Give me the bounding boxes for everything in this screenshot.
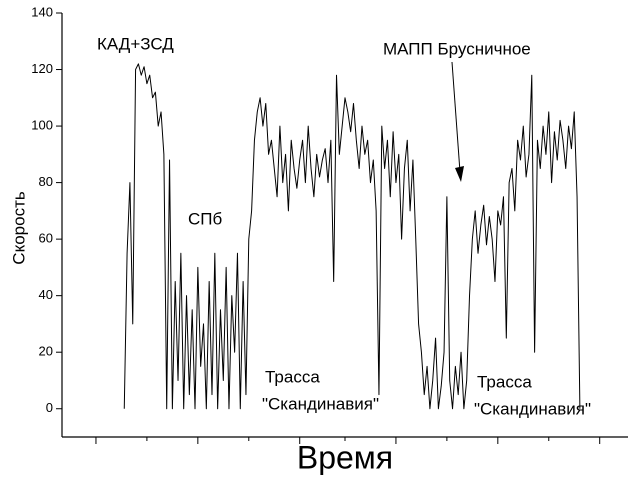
annotation: "Скандинавия"	[262, 394, 379, 413]
annotation: Трасса	[265, 367, 320, 386]
y-tick-label: 60	[39, 231, 53, 246]
annotation: СПб	[188, 209, 222, 228]
y-tick-label: 0	[46, 400, 53, 415]
y-tick-label: 80	[39, 174, 53, 189]
annotation: КАД+ЗСД	[97, 34, 174, 53]
annotation: МАПП Брусничное	[383, 39, 531, 58]
y-tick-label: 140	[31, 4, 53, 19]
y-axis-label: Скорость	[9, 191, 28, 265]
annotation: Трасса	[477, 372, 532, 391]
y-tick-label: 40	[39, 287, 53, 302]
arrow-head	[455, 166, 464, 182]
arrow-shaft	[451, 61, 461, 173]
annotation: "Скандинавия"	[474, 399, 591, 418]
y-tick-label: 120	[31, 61, 53, 76]
x-axis-label: Время	[297, 439, 393, 475]
speed-line	[123, 63, 581, 410]
y-tick-label: 100	[31, 118, 53, 133]
y-tick-label: 20	[39, 344, 53, 359]
